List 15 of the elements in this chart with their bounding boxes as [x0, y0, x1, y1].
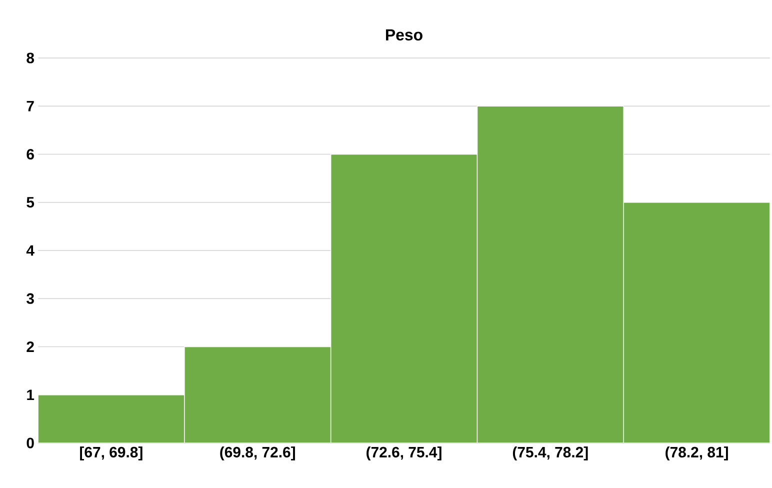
x-tick-label: (72.6, 75.4]	[366, 446, 442, 460]
x-tick-label: (75.4, 78.2]	[512, 446, 588, 460]
y-tick-label: 8	[26, 52, 34, 64]
y-tick-label: 4	[26, 245, 34, 256]
y-tick-label: 5	[26, 197, 34, 208]
y-tick-label: 1	[27, 390, 34, 400]
x-tick-label: (78.2, 81]	[666, 446, 728, 460]
y-tick-label: 2	[26, 342, 34, 352]
chart-title: Peso	[386, 29, 422, 40]
x-tick-label: (69.8, 72.6]	[220, 446, 295, 460]
y-tick-label: 7	[26, 100, 34, 112]
y-tick-label: 6	[26, 148, 34, 160]
x-tick-label: [67, 69.8]	[80, 446, 142, 460]
y-tick-label: 3	[26, 293, 34, 304]
y-tick-label: 0	[26, 438, 34, 448]
